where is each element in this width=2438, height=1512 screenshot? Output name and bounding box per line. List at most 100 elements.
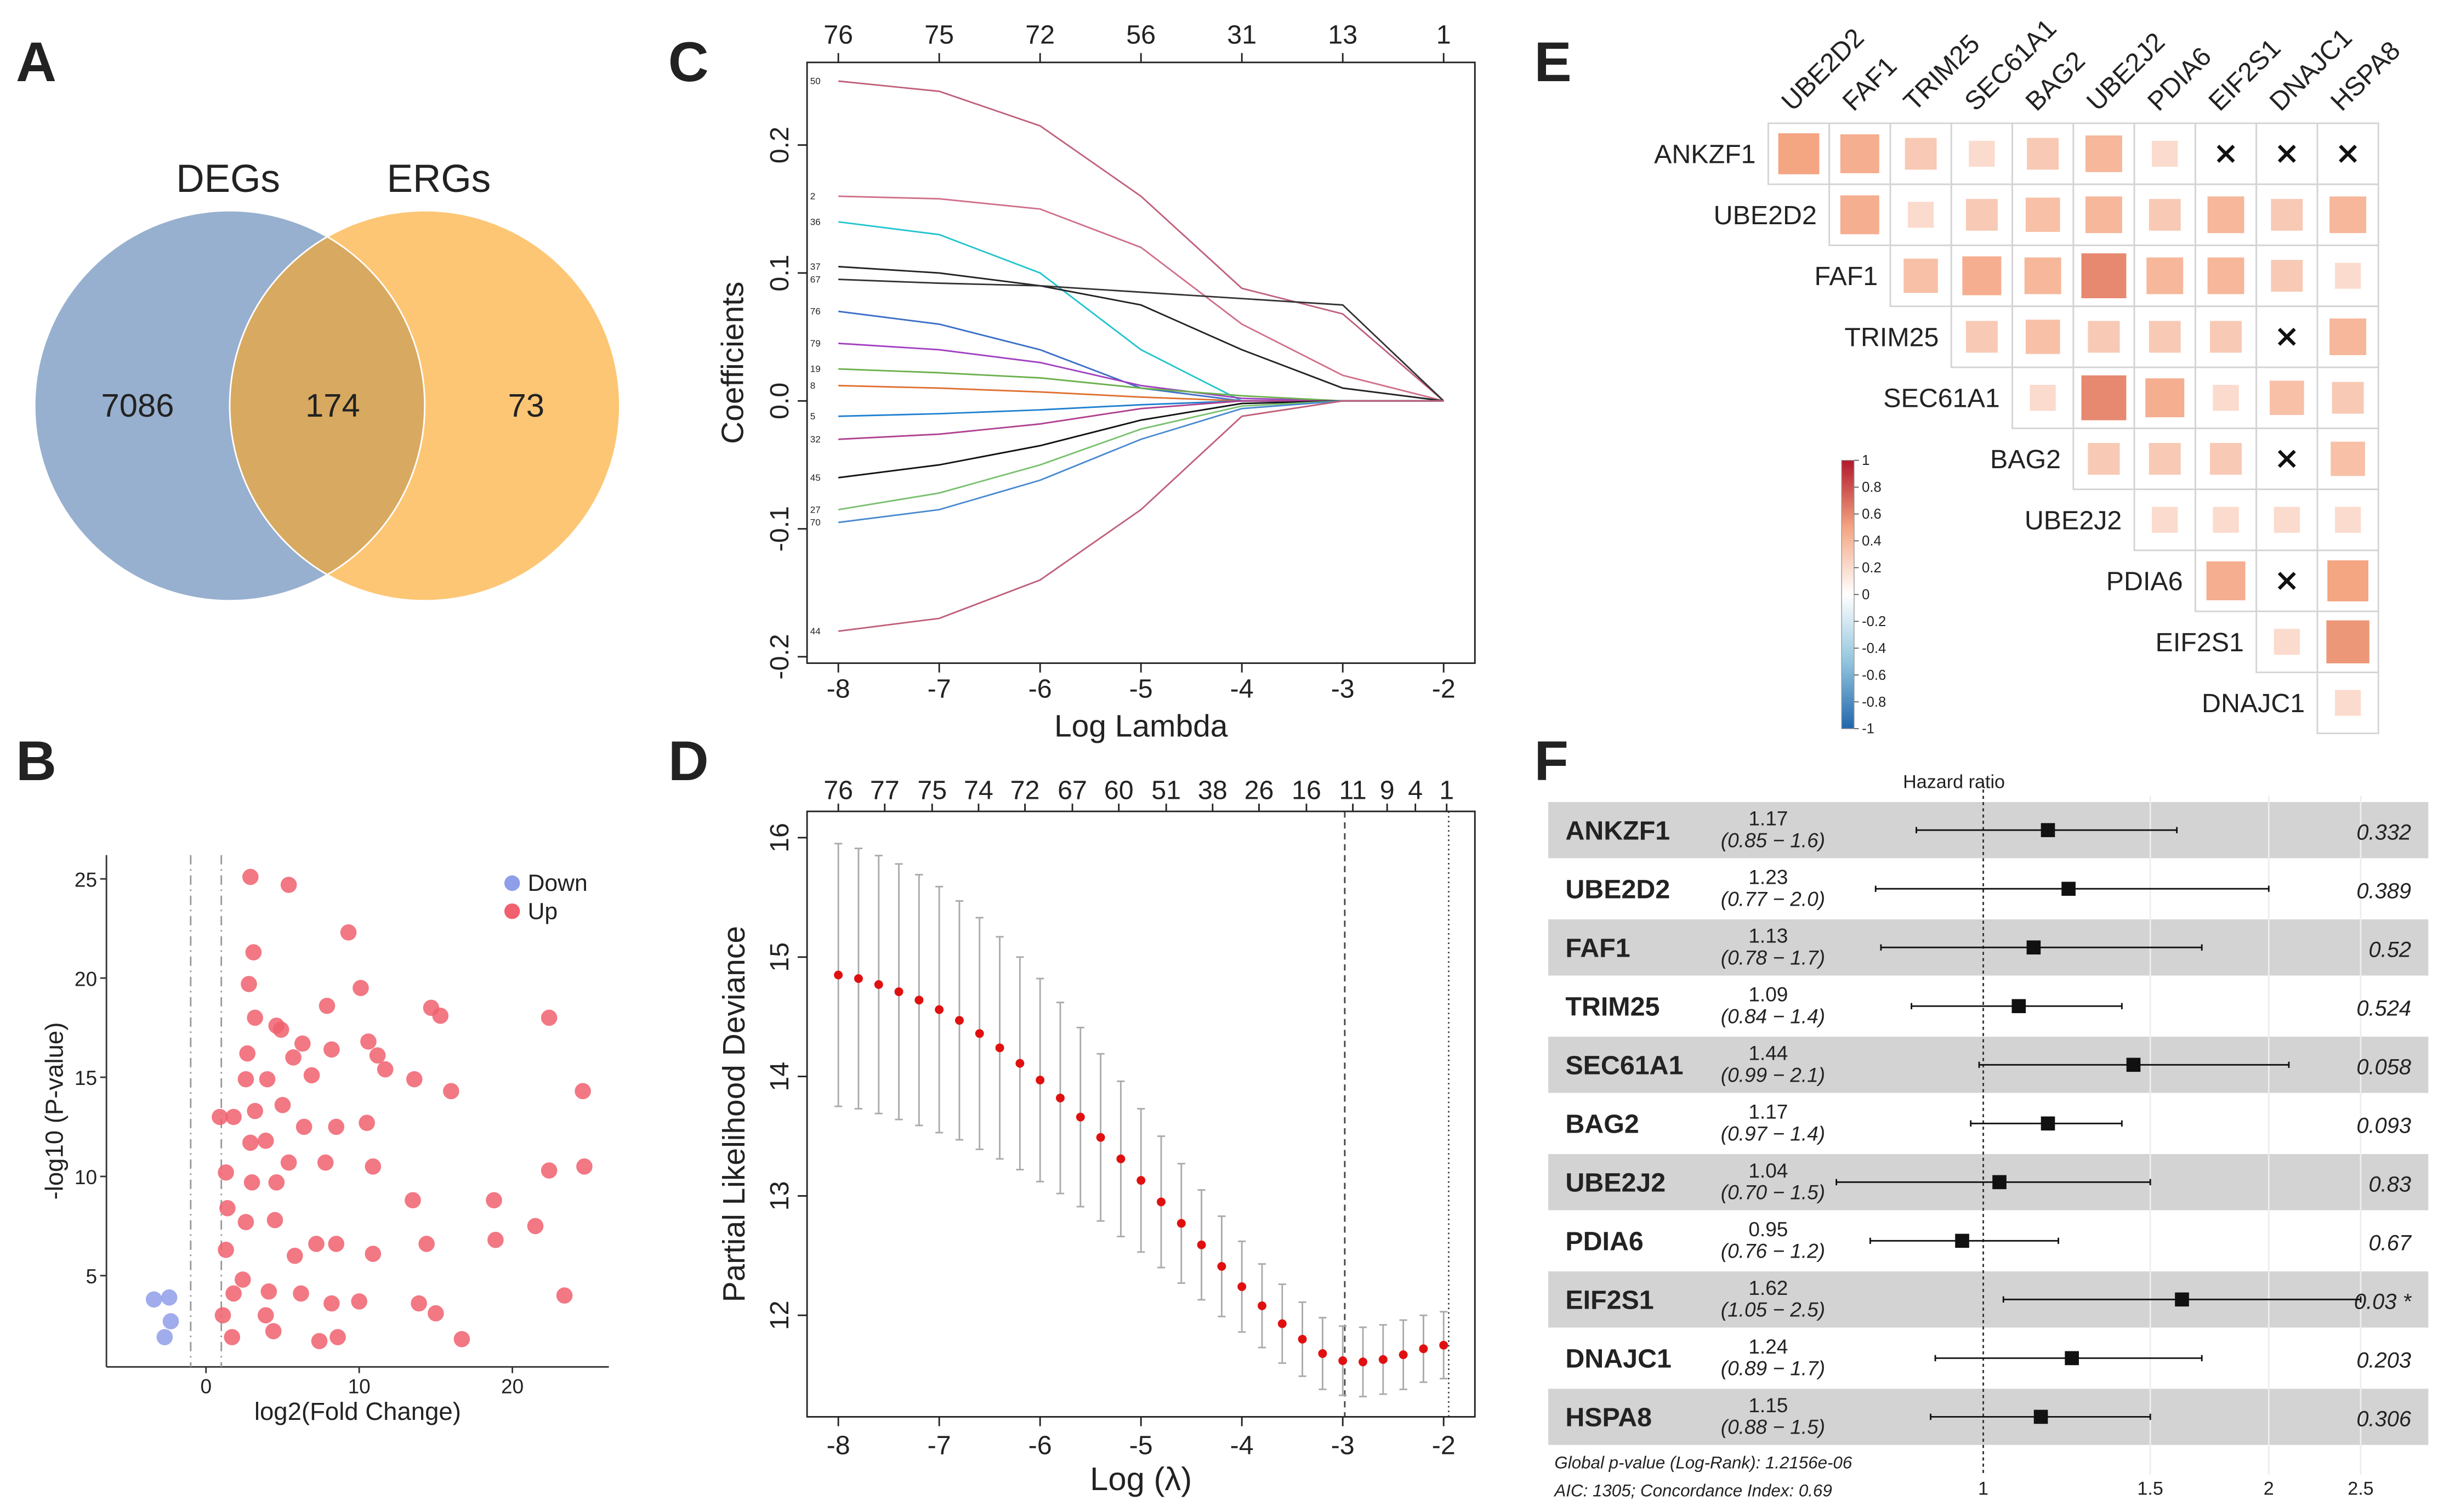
point — [541, 1009, 558, 1026]
x-axis-title: Log Lambda — [1054, 708, 1228, 743]
colorbar-label: -0.8 — [1862, 695, 1886, 710]
cv-point — [1096, 1133, 1105, 1142]
point — [161, 1289, 178, 1306]
point — [241, 976, 257, 992]
path-label: 76 — [810, 306, 821, 317]
path-label: 5 — [810, 411, 816, 422]
corr-square — [2331, 441, 2365, 476]
corr-square — [2329, 196, 2367, 234]
row-name: EIF2S1 — [1565, 1285, 1653, 1315]
corr-square — [2085, 196, 2122, 234]
coef-path — [838, 400, 1444, 524]
p-label: 0.332 — [2356, 820, 2411, 844]
p-label: 0.52 — [2368, 937, 2411, 962]
top-tick-label: 72 — [1010, 775, 1040, 805]
insignificant-cross — [2277, 327, 2296, 346]
cross-stroke — [2277, 145, 2296, 163]
cv-point — [894, 987, 903, 996]
row-label: UBE2J2 — [2025, 505, 2122, 535]
point — [487, 1231, 504, 1248]
point — [218, 1164, 234, 1181]
point — [225, 1109, 242, 1126]
y-tick-label: 16 — [765, 823, 794, 852]
hr-label: 1.09 — [1748, 984, 1788, 1006]
row-label: UBE2D2 — [1714, 201, 1817, 230]
top-tick-label: 60 — [1104, 775, 1134, 805]
count-label: 73 — [508, 387, 544, 424]
top-tick-label: 72 — [1025, 20, 1055, 50]
cv-point — [975, 1029, 984, 1038]
hr-label: 1.13 — [1748, 925, 1788, 947]
p-label: 0.524 — [2356, 996, 2411, 1020]
point — [162, 1313, 179, 1329]
point — [214, 1307, 231, 1324]
point — [329, 1329, 346, 1345]
hr-point — [1955, 1234, 1969, 1248]
point — [405, 1192, 421, 1209]
top-tick-label: 76 — [823, 20, 853, 50]
y-tick-label: 0.1 — [765, 254, 794, 291]
point — [247, 1102, 263, 1119]
point — [340, 924, 357, 941]
p-label: 0.203 — [2356, 1348, 2411, 1372]
point — [156, 1329, 173, 1345]
colorbar-label: 0.6 — [1862, 507, 1882, 522]
x-tick-label: 1.5 — [2137, 1479, 2163, 1499]
cv-point — [1015, 1059, 1025, 1068]
point — [293, 1285, 309, 1302]
panel-label: E — [1534, 30, 1571, 93]
coef-path — [838, 278, 1445, 402]
hr-point — [2065, 1351, 2079, 1366]
venn-outline — [33, 209, 426, 602]
panel-label: D — [668, 729, 709, 792]
corr-square — [2152, 140, 2178, 167]
row-name: SEC61A1 — [1565, 1050, 1683, 1080]
corr-square — [2213, 385, 2239, 411]
x-tick-label: -7 — [928, 1431, 951, 1460]
legend-swatch — [504, 903, 520, 919]
colorbar-label: 0.4 — [1862, 533, 1882, 549]
row-label: DNAJC1 — [2202, 689, 2305, 718]
point — [527, 1218, 544, 1235]
colorbar-label: 0.8 — [1862, 480, 1882, 495]
point — [243, 1174, 260, 1191]
corr-square — [2085, 135, 2122, 172]
hr-label: 1.23 — [1748, 866, 1788, 889]
insignificant-cross — [2217, 145, 2235, 163]
row-label: TRIM25 — [1844, 322, 1939, 352]
point — [328, 1236, 345, 1252]
cv-point — [1419, 1344, 1428, 1354]
point — [295, 1118, 312, 1135]
point — [145, 1291, 162, 1308]
venn-overlap — [229, 211, 425, 601]
x-tick-label: -4 — [1230, 674, 1254, 703]
point — [260, 1283, 277, 1300]
colorbar-label: -0.6 — [1862, 668, 1886, 683]
top-tick-label: 1 — [1439, 775, 1454, 805]
top-tick-label: 38 — [1198, 775, 1227, 805]
point — [265, 1323, 282, 1339]
cv-point — [874, 980, 883, 989]
point — [365, 1246, 382, 1262]
hr-point — [2175, 1292, 2189, 1307]
ci-label: (0.76 − 1.2) — [1721, 1240, 1825, 1263]
point — [247, 1009, 263, 1026]
x-tick-label: -5 — [1129, 1431, 1153, 1460]
cv-point — [1258, 1301, 1266, 1310]
point — [242, 868, 259, 885]
coef-path — [838, 221, 1444, 402]
cv-point — [914, 996, 924, 1005]
colorbar-label: -0.2 — [1862, 614, 1886, 629]
footnote: Global p-value (Log-Rank): 1.2156e-06 — [1554, 1453, 1852, 1472]
corr-square — [2146, 257, 2184, 294]
x-tick-label: -6 — [1028, 674, 1052, 703]
row-label: BAG2 — [1990, 445, 2061, 474]
cv-point — [1036, 1076, 1045, 1085]
cross-stroke — [2339, 145, 2357, 163]
row-label: FAF1 — [1815, 262, 1878, 291]
corr-square — [2271, 260, 2303, 292]
path-label: 37 — [810, 262, 821, 272]
hr-label: 1.62 — [1748, 1277, 1788, 1299]
corr-square — [1907, 202, 1934, 228]
y-axis-title: Partial Likelihood Deviance — [717, 926, 752, 1302]
